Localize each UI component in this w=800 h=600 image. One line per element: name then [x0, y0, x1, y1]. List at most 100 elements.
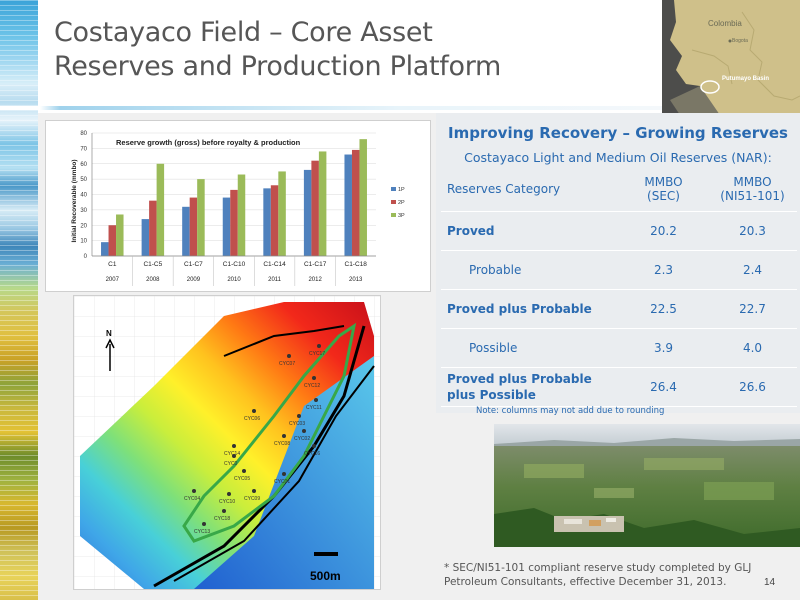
well-label: CYC02: [294, 436, 310, 442]
field-contour-map: CYC17 CYC07 CYC12 CYC11 CYC03 CYC06 CYC08 CYC02…: [74, 296, 380, 589]
slide-title-line-2: Reserves and Production Platform: [54, 51, 502, 82]
reserve-growth-chart: Reserve growth (gross) before royalty & …: [45, 120, 431, 292]
chart-bar: [189, 197, 198, 256]
chart-y-tick-label: 20: [80, 223, 87, 229]
header-ni-unit: MMBO: [733, 175, 772, 190]
chart-y-axis-label: Initial Recoverable (mmbo): [71, 159, 78, 242]
chart-y-tick-label: 0: [84, 254, 88, 260]
chart-bar: [237, 174, 246, 256]
header-sec-standard: (SEC): [647, 189, 680, 204]
legend-label: 1P: [398, 187, 405, 193]
row-sec-value: 26.4: [619, 367, 708, 407]
legend-swatch: [391, 213, 396, 217]
well-label: CYC07: [279, 361, 295, 367]
row-ni-value: 26.6: [708, 367, 797, 407]
north-arrow-label: N: [106, 329, 112, 338]
chart-x-tick-label: C1-C7: [184, 261, 203, 268]
footnote: * SEC/NI51-101 compliant reserve study c…: [444, 562, 752, 588]
row-category: Proved plus Probable plus Possible: [441, 367, 619, 407]
table-row: Possible 3.9 4.0: [441, 328, 797, 368]
chart-bar: [344, 154, 352, 256]
well-marker-icon: [282, 434, 286, 438]
chart-y-tick-label: 40: [80, 193, 87, 199]
chart-bar: [222, 197, 231, 256]
well-marker-icon: [242, 469, 246, 473]
row-category: Probable: [441, 250, 619, 290]
locator-map-graphic: [662, 0, 800, 118]
row-ni-value: 2.4: [708, 250, 797, 290]
chart-bar: [278, 171, 286, 256]
row-ni-value: 20.3: [708, 211, 797, 251]
well-label: CYC04: [184, 496, 200, 502]
well-label: CYC16: [304, 451, 320, 457]
chart-legend: 1P 2P 3P: [391, 187, 405, 219]
slide-title-line-1: Costayaco Field – Core Asset: [54, 17, 433, 48]
chart-x-year-label: 2013: [349, 277, 363, 283]
chart-x-year-label: 2012: [308, 277, 322, 283]
chart-x-year-label: 2010: [227, 277, 241, 283]
well-marker-icon: [312, 376, 316, 380]
chart-x-year-label: 2008: [146, 277, 160, 283]
row-category: Proved: [441, 211, 619, 251]
chart-y-tick-label: 80: [80, 131, 87, 137]
row-ni-value: 4.0: [708, 328, 797, 368]
well-marker-icon: [252, 489, 256, 493]
chart-bar: [141, 219, 150, 256]
rounding-note: Note: columns may not add due to roundin…: [476, 406, 665, 416]
chart-y-tick-label: 60: [80, 162, 87, 168]
chart-bar: [359, 139, 367, 256]
chart-bar: [311, 160, 319, 256]
locator-map: Colombia Bogota Putumayo Basin: [662, 0, 800, 118]
decorative-left-strip: [0, 0, 38, 600]
chart-bar: [318, 151, 327, 256]
reserves-heading: Improving Recovery – Growing Reserves: [448, 124, 788, 142]
reserves-table: Reserves Category MMBO (SEC) MMBO (NI51-…: [441, 168, 797, 407]
slide-title: Costayaco Field – Core Asset Reserves an…: [54, 16, 654, 84]
title-divider: [0, 106, 665, 110]
well-marker-icon: [302, 429, 306, 433]
well-label: CYC09: [244, 496, 260, 502]
well-marker-icon: [312, 444, 316, 448]
legend-label: 3P: [398, 213, 405, 219]
well-marker-icon: [282, 472, 286, 476]
table-row: Proved 20.2 20.3: [441, 211, 797, 251]
chart-bar: [156, 163, 165, 256]
page-number: 14: [764, 577, 776, 588]
legend-swatch: [391, 200, 396, 204]
decorative-left-strip-lines: [0, 0, 38, 600]
chart-y-tick-label: 70: [80, 146, 87, 152]
map-city-label: Bogota: [732, 38, 748, 44]
chart-x-tick-label: C1-C18: [345, 261, 368, 268]
well-marker-icon: [232, 444, 236, 448]
chart-title: Reserve growth (gross) before royalty & …: [116, 138, 301, 147]
chart-bars: [101, 139, 367, 256]
costayaco-field-map: CYC17 CYC07 CYC12 CYC11 CYC03 CYC06 CYC08 CYC02…: [73, 295, 381, 590]
chart-x-tick-label: C1-C5: [143, 261, 162, 268]
chart-bar: [116, 214, 124, 256]
well-label: CYC03: [289, 421, 305, 427]
chart-y-tick-label: 30: [80, 208, 87, 214]
well-label: CYC11: [306, 405, 322, 411]
well-marker-icon: [192, 489, 196, 493]
table-row: Probable 2.3 2.4: [441, 250, 797, 290]
well-label: CYC12: [304, 383, 320, 389]
map-country-label: Colombia: [708, 19, 742, 28]
table-header-row: Reserves Category MMBO (SEC) MMBO (NI51-…: [441, 168, 797, 212]
well-label: CYC08: [274, 441, 290, 447]
chart-bar: [149, 200, 157, 256]
row-category: Proved plus Probable: [441, 289, 619, 329]
well-marker-icon: [297, 414, 301, 418]
row-ni-value: 22.7: [708, 289, 797, 329]
header-sec-unit: MMBO: [644, 175, 683, 190]
well-marker-icon: [202, 522, 206, 526]
chart-bar: [351, 149, 360, 256]
well-label: CYC0: [224, 461, 238, 467]
chart-bar: [108, 225, 117, 256]
chart-y-tick-label: 50: [80, 177, 87, 183]
well-label: CYC06: [244, 416, 260, 422]
scale-bar-label: 500m: [310, 569, 341, 583]
map-basin-label: Putumayo Basin: [722, 76, 770, 82]
row-sec-value: 2.3: [619, 250, 708, 290]
well-label: CYC01: [274, 479, 290, 485]
well-markers: CYC17 CYC07 CYC12 CYC11 CYC03 CYC06 CYC08 CYC02…: [184, 344, 325, 535]
